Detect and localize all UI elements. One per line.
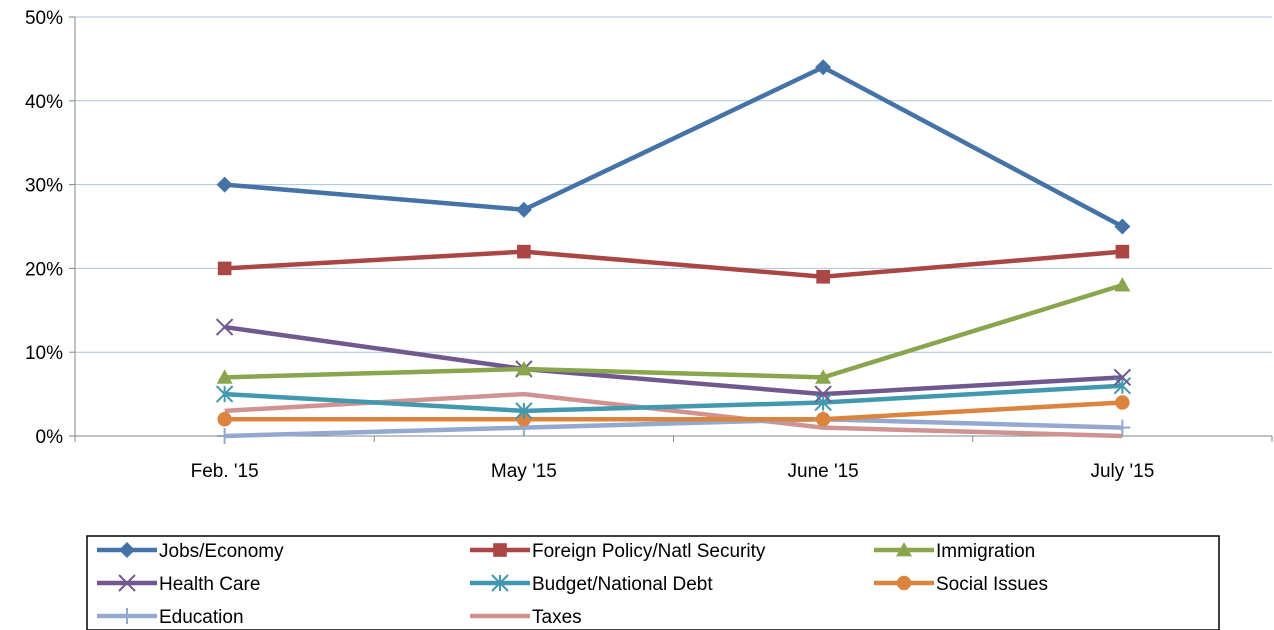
data-point-education <box>217 428 233 444</box>
y-tick-label: 30% <box>25 176 63 197</box>
data-point-social-issues <box>1115 395 1129 409</box>
legend: Jobs/Economy Foreign Policy/Natl Security… <box>87 536 1219 630</box>
data-point-jobs-economy <box>516 202 532 218</box>
y-tick-label: 40% <box>25 92 63 113</box>
data-point-immigration <box>1114 277 1130 291</box>
legend-marker <box>897 576 911 590</box>
legend-label: Budget/National Debt <box>532 574 713 595</box>
legend-label: Jobs/Economy <box>159 541 284 562</box>
x-tick-label: Feb. '15 <box>191 461 259 482</box>
data-point-jobs-economy <box>1114 219 1130 235</box>
series-lines <box>225 67 1123 436</box>
data-point-jobs-economy <box>217 177 233 193</box>
data-point-foreign-policy-natl-security <box>816 270 830 284</box>
legend-label: Social Issues <box>936 574 1048 595</box>
x-tick-label: July '15 <box>1090 461 1154 482</box>
series-line-health-care <box>225 327 1123 394</box>
x-tick-label: June '15 <box>788 461 859 482</box>
legend-label: Education <box>159 607 244 628</box>
x-tick-label: May '15 <box>491 461 557 482</box>
legend-label: Immigration <box>936 541 1035 562</box>
legend-label: Health Care <box>159 574 260 595</box>
data-point-foreign-policy-natl-security <box>218 262 232 276</box>
series-line-immigration <box>225 285 1123 377</box>
y-tick-label: 50% <box>25 8 63 29</box>
legend-marker <box>493 543 507 557</box>
data-point-foreign-policy-natl-security <box>1116 245 1130 259</box>
legend-label: Taxes <box>532 607 582 628</box>
series-line-jobs-economy <box>225 67 1123 226</box>
data-point-education <box>1114 420 1130 436</box>
y-tick-label: 0% <box>36 427 64 448</box>
data-point-social-issues <box>217 412 231 426</box>
series-line-budget-national-debt <box>225 386 1123 411</box>
gridlines <box>75 17 1272 352</box>
data-point-jobs-economy <box>815 59 831 75</box>
y-tick-label: 20% <box>25 259 63 280</box>
legend-label: Foreign Policy/Natl Security <box>532 541 766 562</box>
axes: 0% 10% 20% 30% 40% 50% Feb. '15 May '15 June '15… <box>25 8 1272 482</box>
data-point-social-issues <box>816 412 830 426</box>
series-line-foreign-policy-natl-security <box>225 252 1123 277</box>
data-point-foreign-policy-natl-security <box>517 245 531 259</box>
y-tick-label: 10% <box>25 343 63 364</box>
